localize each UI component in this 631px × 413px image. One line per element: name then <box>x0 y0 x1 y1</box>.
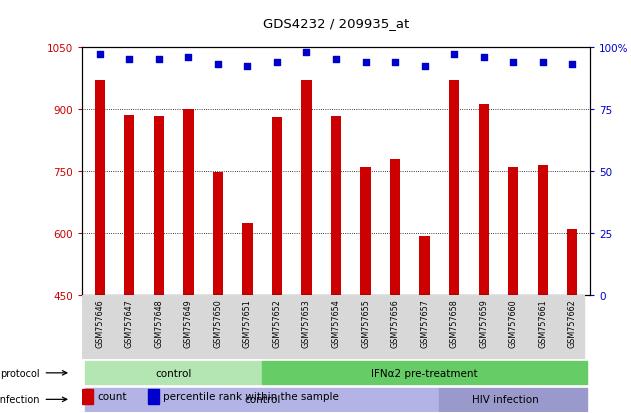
Text: control: control <box>244 394 280 404</box>
Bar <box>390 160 400 295</box>
Bar <box>439 388 587 411</box>
Point <box>538 59 548 66</box>
Bar <box>85 361 262 385</box>
Text: protocol: protocol <box>0 368 39 378</box>
Bar <box>82 389 93 404</box>
Text: count: count <box>97 392 127 401</box>
Bar <box>124 116 134 295</box>
Text: percentile rank within the sample: percentile rank within the sample <box>163 392 339 401</box>
Bar <box>478 104 489 295</box>
Bar <box>508 168 519 295</box>
Bar <box>420 236 430 295</box>
Text: GSM757653: GSM757653 <box>302 299 311 347</box>
Text: GSM757655: GSM757655 <box>361 299 370 347</box>
Bar <box>95 81 105 295</box>
Text: GSM757650: GSM757650 <box>213 299 222 347</box>
Bar <box>213 172 223 295</box>
Bar <box>449 81 459 295</box>
Point <box>124 57 134 63</box>
Text: GSM757658: GSM757658 <box>450 299 459 347</box>
Point <box>567 62 577 68</box>
Bar <box>183 109 194 295</box>
Text: GSM757651: GSM757651 <box>243 299 252 347</box>
Text: GSM757652: GSM757652 <box>273 299 281 347</box>
Text: GSM757657: GSM757657 <box>420 299 429 347</box>
Text: HIV infection: HIV infection <box>473 394 540 404</box>
Point <box>242 64 252 71</box>
Bar <box>302 81 312 295</box>
Bar <box>538 165 548 295</box>
Point <box>420 64 430 71</box>
Point <box>95 52 105 58</box>
Point <box>390 59 400 66</box>
Point <box>360 59 370 66</box>
Text: GSM757656: GSM757656 <box>391 299 399 347</box>
Point <box>154 57 164 63</box>
Bar <box>331 117 341 295</box>
Bar <box>262 361 587 385</box>
Text: infection: infection <box>0 394 39 404</box>
Bar <box>567 229 577 295</box>
Text: GDS4232 / 209935_at: GDS4232 / 209935_at <box>263 17 409 29</box>
Text: GSM757648: GSM757648 <box>155 299 163 347</box>
Bar <box>85 388 439 411</box>
Text: GSM757659: GSM757659 <box>479 299 488 347</box>
Text: control: control <box>155 368 192 378</box>
Text: GSM757646: GSM757646 <box>95 299 104 347</box>
Bar <box>272 118 282 295</box>
Text: GSM757660: GSM757660 <box>509 299 517 347</box>
Text: IFNα2 pre-treatment: IFNα2 pre-treatment <box>371 368 478 378</box>
Point <box>331 57 341 63</box>
Text: GSM757662: GSM757662 <box>568 299 577 347</box>
Point <box>213 62 223 68</box>
Bar <box>153 117 164 295</box>
Point <box>302 49 312 56</box>
Point <box>183 54 193 61</box>
Text: GSM757647: GSM757647 <box>125 299 134 347</box>
Text: GSM757654: GSM757654 <box>331 299 341 347</box>
Bar <box>148 389 159 404</box>
Point <box>272 59 282 66</box>
Point <box>449 52 459 58</box>
Text: GSM757649: GSM757649 <box>184 299 193 347</box>
Bar <box>360 167 370 295</box>
Bar <box>242 223 252 295</box>
Point <box>479 54 489 61</box>
Text: GSM757661: GSM757661 <box>538 299 547 347</box>
Point <box>508 59 518 66</box>
